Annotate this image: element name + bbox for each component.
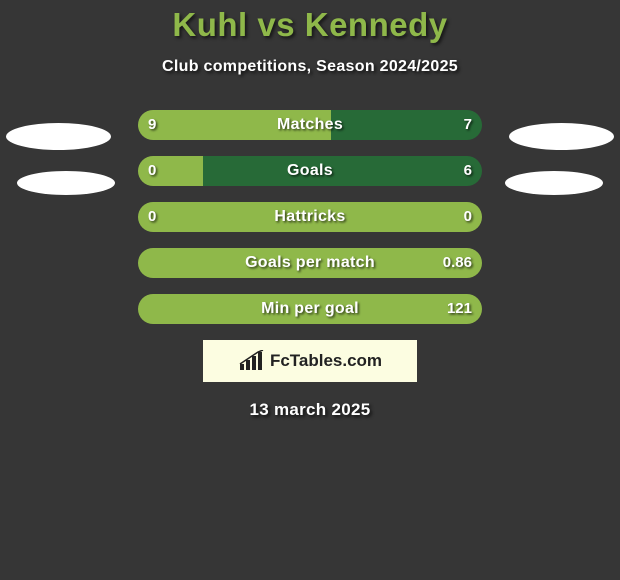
stat-row: Hattricks0 0 bbox=[0, 202, 620, 232]
stat-label: Goals per match bbox=[138, 248, 482, 278]
date-text: 13 march 2025 bbox=[0, 400, 620, 420]
page-title: Kuhl vs Kennedy bbox=[0, 0, 620, 44]
comparison-infographic: Kuhl vs Kennedy Club competitions, Seaso… bbox=[0, 0, 620, 580]
stat-label: Goals bbox=[138, 156, 482, 186]
stat-row: Min per goal121 bbox=[0, 294, 620, 324]
stat-rows: Matches97Goals06Hattricks00Goals per mat… bbox=[0, 110, 620, 324]
stat-label: Hattricks bbox=[138, 202, 482, 232]
stat-value-right: 7 bbox=[464, 110, 472, 140]
stat-label: Min per goal bbox=[138, 294, 482, 324]
stat-bar: Goals per match bbox=[138, 248, 482, 278]
stat-value-right: 0 bbox=[464, 202, 472, 232]
stat-row: Goals0 6 bbox=[0, 156, 620, 186]
subtitle: Club competitions, Season 2024/2025 bbox=[0, 58, 620, 76]
stat-value-left: 9 bbox=[148, 110, 156, 140]
stat-value-right: 6 bbox=[464, 156, 472, 186]
brand-text: FcTables.com bbox=[270, 351, 382, 371]
stat-value-right: 0.86 bbox=[443, 248, 472, 278]
stat-value-left: 0 bbox=[148, 202, 156, 232]
brand-box: FcTables.com bbox=[203, 340, 417, 382]
stat-row: Goals per match0.86 bbox=[0, 248, 620, 278]
stat-row: Matches9 7 bbox=[0, 110, 620, 140]
brand-chart-icon bbox=[238, 350, 264, 372]
stat-label: Matches bbox=[138, 110, 482, 140]
stat-bar: Matches bbox=[138, 110, 482, 140]
stat-bar: Min per goal bbox=[138, 294, 482, 324]
stat-bar: Hattricks bbox=[138, 202, 482, 232]
stat-value-right: 121 bbox=[447, 294, 472, 324]
stat-bar: Goals bbox=[138, 156, 482, 186]
stat-value-left: 0 bbox=[148, 156, 156, 186]
